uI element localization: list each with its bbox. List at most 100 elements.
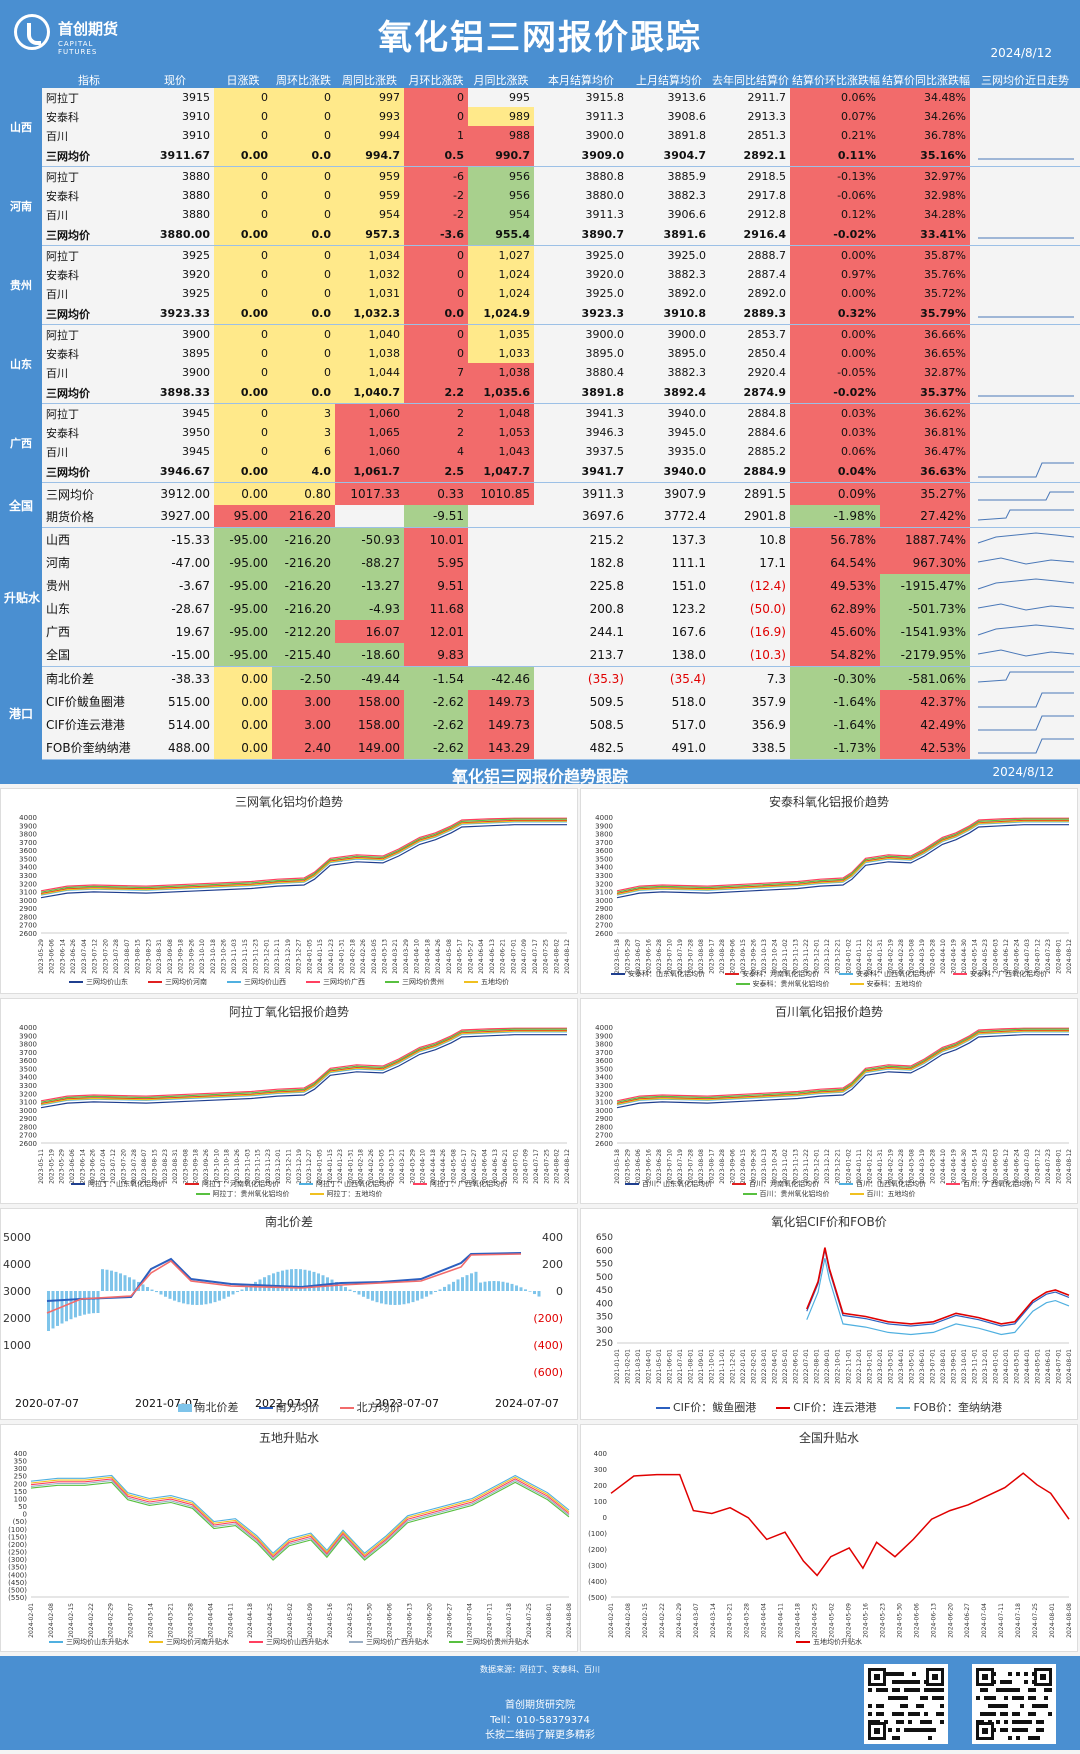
- legend-item: 三网均价广西升贴水: [349, 1637, 429, 1647]
- legend-item: 阿拉丁：广西氧化铝均价: [413, 1179, 507, 1189]
- value-cell: 2.2: [404, 382, 468, 404]
- axis-tick-label: 3800: [19, 1041, 37, 1049]
- axis-tick-label: 3200: [595, 1090, 613, 1098]
- qr-module: [1016, 1736, 1020, 1740]
- series-line: [40, 821, 567, 896]
- value-cell: 3891.6: [628, 224, 710, 246]
- axis-tick-label: 3100: [19, 1099, 37, 1107]
- qr-module: [920, 1704, 924, 1708]
- axis-tick-label: 2024-01-23: [328, 939, 335, 974]
- axis-tick-label: 2024-07-18: [1015, 1603, 1022, 1638]
- value-cell: 0.00: [214, 303, 272, 325]
- difference-bar: [159, 1291, 163, 1295]
- value-cell: 0.00: [214, 713, 272, 736]
- value-cell: 0: [214, 324, 272, 344]
- difference-bar: [474, 1271, 478, 1291]
- axis-tick-label: 2024-01-02: [845, 939, 852, 974]
- qr-module: [1000, 1728, 1004, 1732]
- value-cell: 0: [404, 245, 468, 265]
- value-cell: 1,060: [335, 403, 404, 423]
- value-cell: 54.82%: [790, 643, 880, 667]
- axis-tick-label: 2024-08-02: [553, 939, 560, 974]
- legend-label: 三网均价广西: [323, 978, 365, 986]
- value-cell: 1,024: [468, 284, 534, 303]
- row-label: 百川: [46, 445, 68, 459]
- value-cell: 0.11%: [790, 145, 880, 167]
- difference-bar: [447, 1284, 451, 1291]
- axis-tick-label: 2024-05-09: [307, 1603, 314, 1638]
- qr-module: [940, 1704, 944, 1708]
- qr-module: [1048, 1688, 1052, 1692]
- row-label: 安泰科: [46, 268, 79, 282]
- difference-bar: [168, 1291, 172, 1299]
- axis-tick-label: 2024-01-15: [317, 939, 324, 974]
- wechat-qr-code[interactable]: [864, 1664, 948, 1744]
- table-row: 百川 3880 0 0 954 -2 954 3911.3 3906.6 2912.8 0.12% 3…: [0, 205, 1080, 224]
- value-cell: 32.87%: [880, 363, 970, 382]
- value-cell: 3890.7: [534, 224, 628, 246]
- app-qr-code[interactable]: [972, 1664, 1056, 1744]
- data-source: 数据来源：阿拉丁、安泰科、百川: [480, 1665, 600, 1674]
- value-cell: 244.1: [589, 624, 624, 639]
- row-label: 百川: [46, 208, 68, 222]
- value-cell: 0: [214, 265, 272, 284]
- legend-swatch: [625, 1183, 639, 1185]
- axis-tick-label: 2023-06-26: [90, 1149, 97, 1184]
- difference-bar: [456, 1279, 460, 1291]
- value-cell: -0.30%: [790, 666, 880, 690]
- value-cell: 2: [404, 423, 468, 442]
- legend-item: 安泰科：山西氧化铝均价: [839, 969, 933, 979]
- series-line: [40, 1034, 567, 1109]
- axis-tick-label: (550): [8, 1594, 27, 1602]
- value-cell: 2889.3: [710, 303, 790, 325]
- sparkline-cell: [970, 382, 1080, 404]
- difference-bar: [119, 1273, 122, 1291]
- axis-tick-label: (400): [533, 1339, 563, 1352]
- axis-tick-label: 2024-04-04: [207, 1603, 214, 1638]
- value-cell: 3880: [182, 170, 210, 183]
- axis-tick-label: 2600: [19, 930, 37, 938]
- axis-tick-label: 2024-06-24: [1013, 1149, 1020, 1184]
- qr-module: [880, 1688, 884, 1692]
- value-cell: 3911.3: [585, 208, 625, 221]
- axis-tick-label: 2024-07-23: [1045, 939, 1052, 974]
- quote-table: 指标 现价 日涨跌 周环比涨跌 周同比涨跌 月环比涨跌 月同比涨跌 本月结算均价 上月结算均价去…: [0, 72, 1080, 760]
- trend-sparkline: [977, 624, 1075, 636]
- axis-tick-label: 2023-06-14: [59, 939, 66, 974]
- value-cell: 1,027: [468, 245, 534, 265]
- qr-module: [924, 1728, 928, 1732]
- difference-bar: [114, 1271, 118, 1291]
- axis-tick-label: 2024-01-22: [866, 1149, 873, 1184]
- legend-swatch: [655, 1407, 670, 1409]
- sparkline-cell: [970, 107, 1080, 126]
- axis-tick-label: 2023-07-10: [667, 1149, 674, 1184]
- value-cell: 0: [214, 403, 272, 423]
- sparkline-cell: [970, 145, 1080, 167]
- legend-label: 百川：五地均价: [866, 1190, 916, 1198]
- value-cell: 0.03%: [790, 403, 880, 423]
- qr-module: [932, 1728, 936, 1732]
- difference-bar: [182, 1291, 185, 1304]
- axis-tick-label: 2023-06-26: [70, 939, 77, 974]
- table-row: 贵州 阿拉丁 3925 0 0 1,034 0 1,027 3925.0 3925.0 2888.7…: [0, 245, 1080, 325]
- axis-tick-label: 2023-11-13: [793, 1149, 800, 1184]
- difference-bar: [204, 1291, 208, 1305]
- value-cell: 0: [272, 284, 335, 303]
- axis-tick-label: 2024-07-07: [495, 1397, 559, 1410]
- table-row: 百川 3900 0 0 1,044 7 1,038 3880.4 3882.3 2920.4 -0.…: [0, 363, 1080, 382]
- axis-tick-label: 2023-10-24: [772, 939, 779, 974]
- difference-bar: [105, 1269, 109, 1291]
- legend-item: 三网均价山东升贴水: [49, 1637, 129, 1647]
- column-header: 指标: [42, 72, 136, 88]
- axis-tick-label: 2023-09-18: [193, 1149, 200, 1184]
- value-cell: -18.60: [335, 643, 404, 667]
- row-label: 河南: [46, 556, 71, 570]
- row-label: 安泰科: [46, 426, 79, 440]
- axis-tick-label: 2024-03-21: [399, 1149, 406, 1184]
- qr-module: [912, 1672, 916, 1676]
- value-cell: 0: [214, 245, 272, 265]
- group-label: 河南: [0, 166, 42, 246]
- axis-tick-label: 2023-11-22: [803, 939, 810, 974]
- value-cell: -216.20: [272, 597, 335, 620]
- axis-tick-label: 2023-12-01: [814, 1149, 821, 1184]
